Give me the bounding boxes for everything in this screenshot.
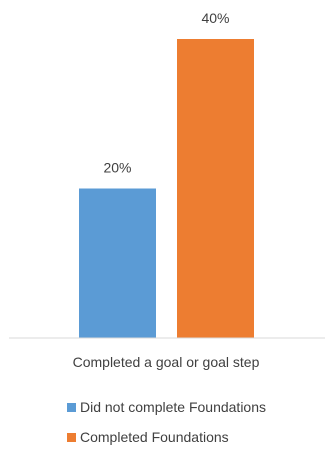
bars-group: 20% 40% bbox=[79, 10, 254, 338]
bar-0[interactable] bbox=[79, 188, 156, 339]
legend: Did not complete Foundations Completed F… bbox=[67, 399, 266, 459]
bar-1[interactable] bbox=[177, 39, 254, 338]
legend-item-did-not-complete[interactable]: Did not complete Foundations bbox=[67, 399, 266, 415]
legend-swatch-blue bbox=[67, 402, 76, 412]
legend-label-completed: Completed Foundations bbox=[80, 429, 229, 445]
legend-label-did-not-complete: Did not complete Foundations bbox=[80, 399, 266, 415]
legend-swatch-orange bbox=[67, 432, 76, 442]
data-label-1: 40% bbox=[201, 10, 229, 26]
data-label-0: 20% bbox=[103, 160, 131, 176]
legend-item-completed[interactable]: Completed Foundations bbox=[67, 429, 266, 445]
category-label: Completed a goal or goal step bbox=[73, 354, 260, 370]
